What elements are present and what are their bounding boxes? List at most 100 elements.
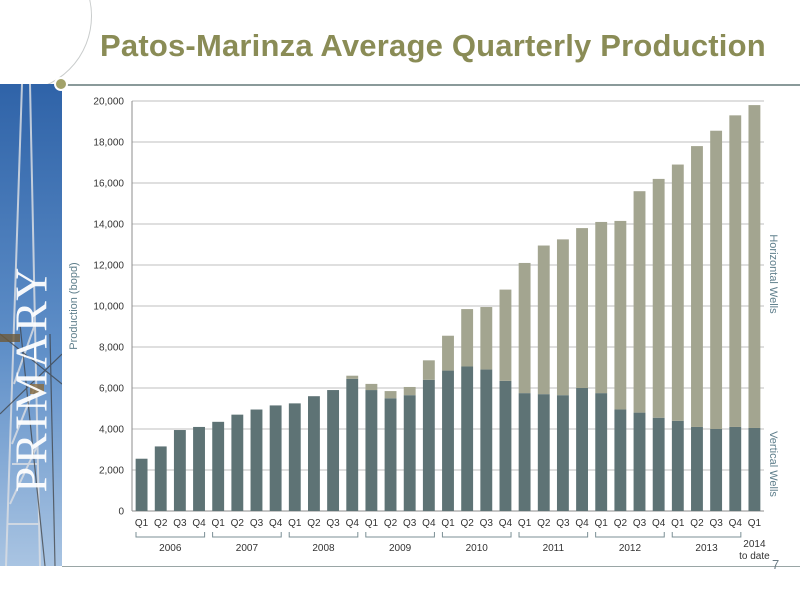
year-label: 2007 [236,543,259,554]
y-tick-label: 18,000 [93,138,124,149]
year-label: 2012 [619,543,642,554]
y-tick-label: 6,000 [99,384,124,395]
x-tick-label: Q1 [518,518,532,529]
bar-vertical-wells [135,458,148,511]
bar-horizontal-wells [556,239,569,396]
x-axis-ticks: Q1 Q2 Q3 Q4 Q1 Q2 Q3 Q4 Q1 Q2 Q3 Q4 Q1 Q2 Q3 Q4 Q1 Q2 Q3 Q4… [135,518,762,529]
x-tick-label: Q2 [690,518,704,529]
bar-vertical-wells [518,393,531,511]
bar-vertical-wells [652,417,665,511]
x-tick-label: Q2 [384,518,398,529]
decorative-arc [0,0,92,92]
page-number: 7 [772,557,780,572]
x-tick-label: Q4 [652,518,666,529]
x-tick-label: Q4 [192,518,206,529]
y-tick-label: 4,000 [99,425,124,436]
year-bracket [135,532,206,538]
y-tick-label: 16,000 [93,179,124,190]
bar-horizontal-wells [748,105,761,428]
x-tick-label: Q3 [250,518,264,529]
year-label: 2013 [695,543,718,554]
bar-vertical-wells [308,396,320,511]
bar-vertical-wells [442,370,454,511]
bar-vertical-wells [288,403,301,511]
bar-horizontal-wells [595,221,608,394]
bar-vertical-wells [327,390,340,511]
y-tick-label: 2,000 [99,466,124,477]
x-tick-label: Q2 [307,518,321,529]
y-tick-label: 14,000 [93,220,124,231]
footer-rule [62,566,800,567]
bar-vertical-wells [403,395,416,511]
bar-horizontal-wells [480,307,493,370]
year-label: 2006 [159,543,182,554]
bar-vertical-wells [269,405,282,511]
y-tick-label: 20,000 [93,97,124,108]
y-tick-label: 0 [118,507,124,518]
series-label-vertical-wells: Vertical Wells [767,431,779,497]
bar-horizontal-wells [442,335,454,371]
bar-horizontal-wells [422,360,435,380]
x-tick-label: Q3 [556,518,570,529]
x-tick-label: Q1 [595,518,609,529]
bar-vertical-wells [193,426,205,511]
y-tick-label: 10,000 [93,302,124,313]
bar-vertical-wells [173,430,186,511]
bar-vertical-wells [365,390,378,511]
x-tick-label: Q1 [212,518,226,529]
bar-vertical-wells [614,409,627,511]
year-bracket [518,532,589,538]
bar-vertical-wells [556,395,569,511]
y-tick-label: 12,000 [93,261,124,272]
bar-vertical-wells [595,393,608,511]
bar-vertical-wells [346,378,359,511]
x-tick-label: Q4 [729,518,743,529]
bar-horizontal-wells [499,289,512,381]
year-bracket [441,532,512,538]
x-tick-label: Q1 [748,518,762,529]
x-tick-label: Q3 [633,518,647,529]
bar-horizontal-wells [346,375,359,379]
slide-title: Patos-Marinza Average Quarterly Producti… [100,28,766,63]
bar-horizontal-wells [576,228,588,388]
x-tick-label: Q3 [403,518,417,529]
year-bracket [212,532,282,538]
bar-horizontal-wells [461,309,474,367]
x-tick-label: Q2 [460,518,474,529]
bar-vertical-wells [461,366,474,511]
x-tick-label: Q3 [709,518,723,529]
bar-vertical-wells [537,394,550,511]
series-label-horizontal-wells: Horizontal Wells [767,234,779,314]
bar-vertical-wells [154,446,167,511]
year-bracket [288,532,359,538]
x-tick-label: Q2 [614,518,628,529]
year-label: 2014 [743,539,766,550]
oil-rig-photo: PRIMARY [0,84,62,566]
bar-horizontal-wells [652,178,665,418]
x-tick-label: Q4 [346,518,360,529]
x-tick-label: Q3 [480,518,494,529]
year-label: 2011 [543,543,565,554]
x-tick-label: Q2 [231,518,245,529]
bar-horizontal-wells [710,130,723,429]
bar-vertical-wells [422,379,435,511]
x-tick-label: Q4 [499,518,513,529]
year-bracket [595,532,665,538]
bar-horizontal-wells [614,220,627,410]
bar-horizontal-wells [691,146,703,427]
bar-vertical-wells [212,421,225,511]
x-tick-label: Q1 [365,518,379,529]
bar-horizontal-wells [729,115,742,427]
y-axis-title: Production (bopd) [68,262,80,349]
x-tick-label: Q4 [269,518,283,529]
bar-vertical-wells [729,426,742,511]
x-tick-label: Q1 [135,518,149,529]
bar-horizontal-wells [633,191,646,413]
side-word-primary: PRIMARY [5,264,57,493]
x-tick-label: Q2 [537,518,551,529]
x-tick-label: Q4 [422,518,436,529]
bar-vertical-wells [231,414,244,511]
x-tick-label: Q2 [154,518,168,529]
bar-horizontal-wells [384,391,397,399]
